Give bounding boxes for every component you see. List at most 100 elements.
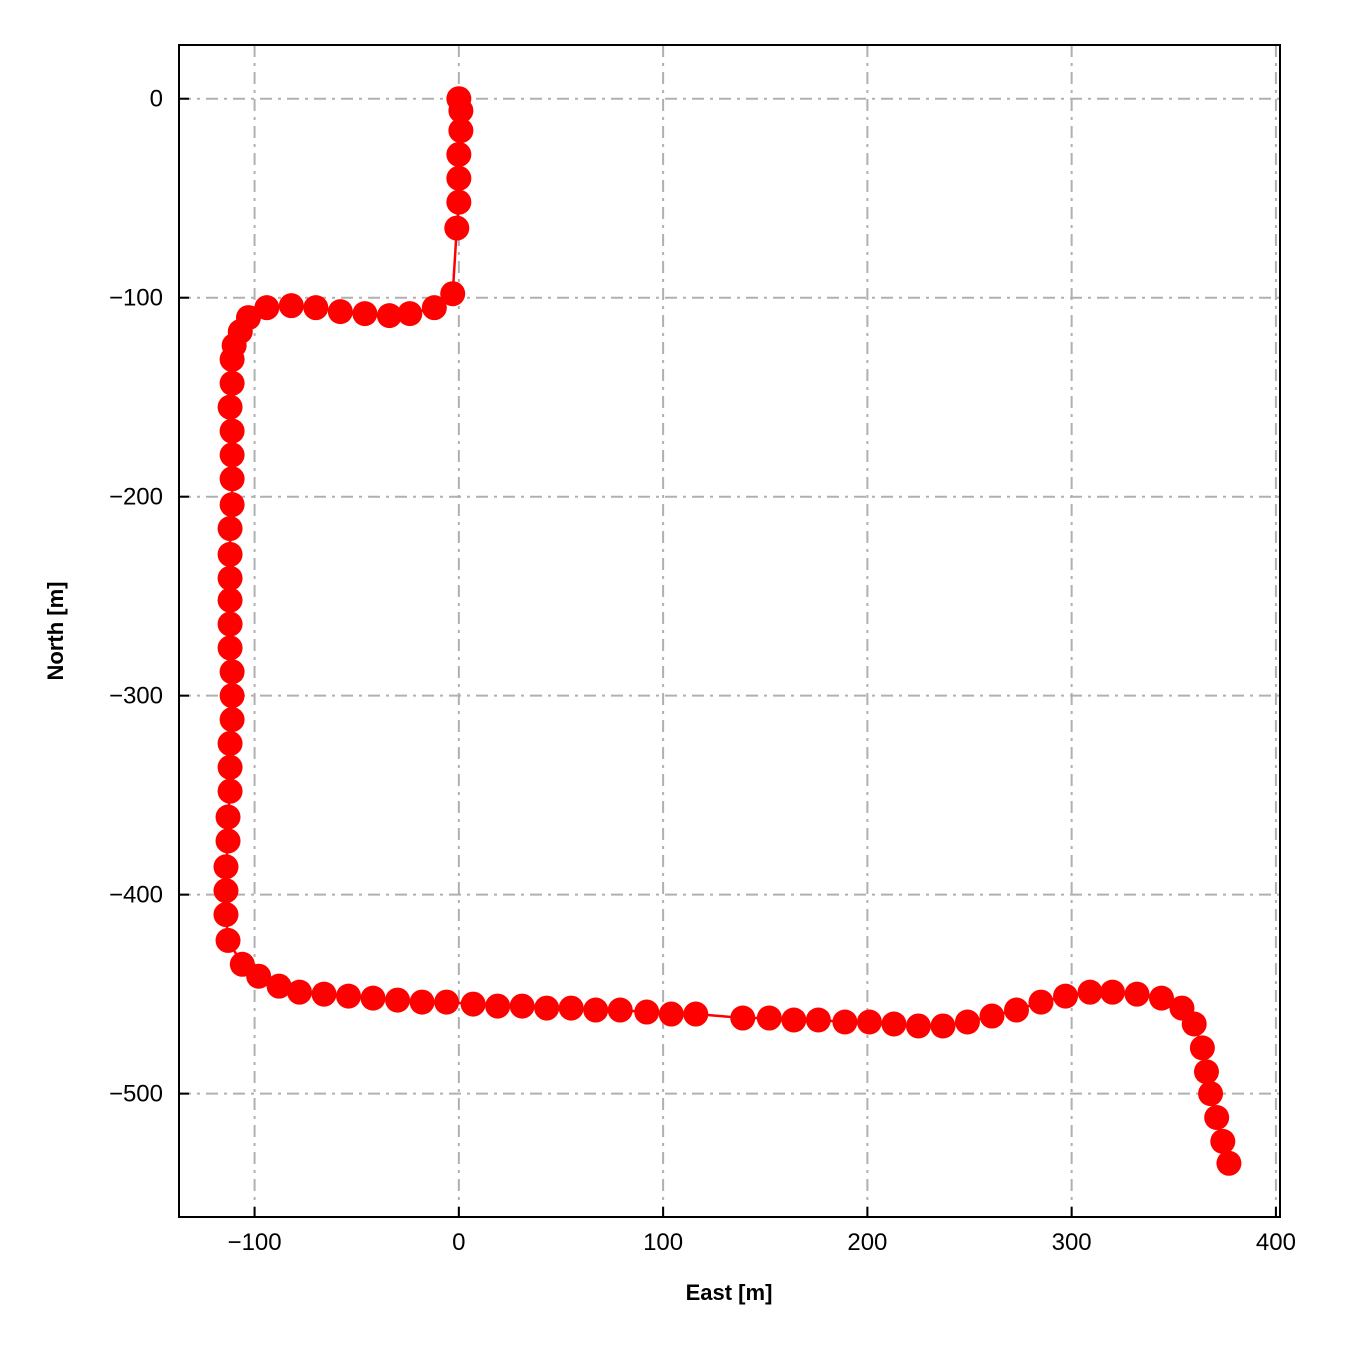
- data-point: [215, 927, 241, 953]
- data-point: [444, 215, 470, 241]
- data-point: [266, 973, 292, 999]
- data-point: [1193, 1059, 1219, 1085]
- data-point: [219, 418, 245, 444]
- data-point: [781, 1007, 807, 1033]
- data-point: [485, 993, 511, 1019]
- data-point: [805, 1007, 831, 1033]
- data-point: [930, 1013, 956, 1039]
- data-point: [583, 997, 609, 1023]
- data-point: [558, 995, 584, 1021]
- data-point: [219, 442, 245, 468]
- x-tick-label: 0: [452, 1229, 465, 1256]
- data-point: [607, 997, 633, 1023]
- y-tick-label: 0: [150, 86, 163, 113]
- data-point: [658, 1001, 684, 1027]
- x-tick-label: 300: [1052, 1229, 1092, 1256]
- data-point: [219, 683, 245, 709]
- data-point: [254, 295, 280, 321]
- x-axis-label: East [m]: [686, 1280, 773, 1305]
- data-point: [219, 492, 245, 518]
- data-point: [213, 902, 239, 928]
- data-point: [215, 828, 241, 854]
- y-tick-label: −400: [109, 882, 163, 909]
- data-point: [219, 346, 245, 372]
- y-tick-label: −100: [109, 285, 163, 312]
- data-point: [217, 587, 243, 613]
- data-point: [217, 778, 243, 804]
- data-point: [881, 1011, 907, 1037]
- data-point: [397, 301, 423, 327]
- x-tick-label: 200: [847, 1229, 887, 1256]
- data-point: [352, 301, 378, 327]
- data-point: [213, 878, 239, 904]
- data-point: [534, 995, 560, 1021]
- plot-frame: [178, 44, 1281, 1218]
- x-tick-label: 100: [643, 1229, 683, 1256]
- data-point: [448, 118, 474, 144]
- data-point: [219, 370, 245, 396]
- data-point: [327, 299, 353, 325]
- data-point: [287, 979, 313, 1005]
- data-point: [213, 854, 239, 880]
- data-point: [1124, 981, 1150, 1007]
- data-point: [440, 281, 466, 307]
- y-tick-label: −200: [109, 484, 163, 511]
- data-point: [446, 141, 472, 167]
- data-point: [1198, 1081, 1224, 1107]
- data-point: [1210, 1128, 1236, 1154]
- data-point: [634, 999, 660, 1025]
- data-point: [832, 1009, 858, 1035]
- data-point: [217, 730, 243, 756]
- data-point: [730, 1005, 756, 1031]
- data-point: [1204, 1105, 1230, 1131]
- data-point: [1028, 989, 1054, 1015]
- data-point: [217, 635, 243, 661]
- data-point: [311, 981, 337, 1007]
- series-trajectory: [213, 86, 1242, 1176]
- y-tick-label: −500: [109, 1081, 163, 1108]
- data-point: [1181, 1011, 1207, 1037]
- data-point: [460, 991, 486, 1017]
- data-point: [217, 541, 243, 567]
- data-point: [421, 295, 447, 321]
- data-point: [278, 293, 304, 319]
- data-point: [954, 1009, 980, 1035]
- data-point: [215, 804, 241, 830]
- data-point: [683, 1001, 709, 1027]
- data-point: [217, 611, 243, 637]
- data-point: [448, 98, 474, 124]
- data-point: [979, 1003, 1005, 1029]
- data-point: [1053, 983, 1079, 1009]
- data-point: [217, 565, 243, 591]
- ticks: −100 0 100 200 300 400 0 −100 −200 −300 −400 −500: [109, 86, 1296, 1256]
- data-point: [360, 985, 386, 1011]
- data-point: [1077, 979, 1103, 1005]
- data-point: [509, 993, 535, 1019]
- data-point: [246, 963, 272, 989]
- data-point: [856, 1009, 882, 1035]
- y-axis-label: North [m]: [43, 582, 68, 681]
- data-point: [446, 189, 472, 215]
- data-point: [217, 754, 243, 780]
- data-point: [1216, 1150, 1242, 1176]
- data-point: [434, 989, 460, 1015]
- data-point: [409, 989, 435, 1015]
- grid: [179, 45, 1280, 1217]
- x-tick-label: 400: [1256, 1229, 1296, 1256]
- data-point: [219, 659, 245, 685]
- data-point: [219, 707, 245, 733]
- data-point: [756, 1005, 782, 1031]
- x-tick-label: −100: [228, 1229, 282, 1256]
- y-tick-label: −300: [109, 683, 163, 710]
- data-point: [336, 983, 362, 1009]
- data-point: [1189, 1035, 1215, 1061]
- data-point: [905, 1013, 931, 1039]
- data-point: [217, 516, 243, 542]
- data-point: [303, 295, 329, 321]
- data-point: [217, 394, 243, 420]
- data-point: [219, 466, 245, 492]
- data-point: [1003, 997, 1029, 1023]
- data-point: [1149, 985, 1175, 1011]
- data-point: [446, 165, 472, 191]
